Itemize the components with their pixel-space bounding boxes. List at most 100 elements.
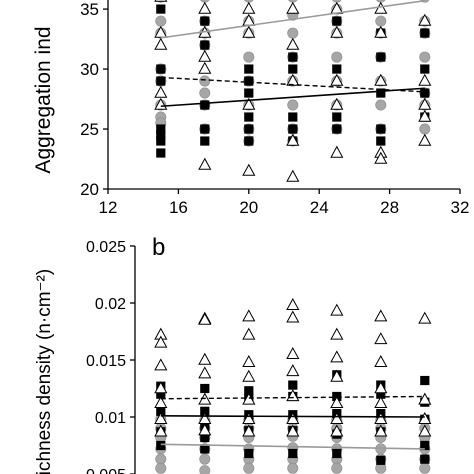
panel-a-y-tick-label: 25	[80, 120, 99, 139]
panel-b-point-circle-gray	[331, 462, 343, 474]
panel-b-label: b	[152, 234, 165, 261]
panel-b-point-triangle-open	[242, 369, 256, 382]
panel-a-point-square-black	[156, 130, 166, 140]
panel-b-point-triangle-open	[154, 424, 168, 437]
panel-a-point-square-black	[332, 124, 342, 134]
panel-a-point-triangle-open	[330, 145, 344, 158]
panel-a-trendline-solid-gray	[160, 0, 425, 39]
panel-b-point-square-black	[200, 383, 210, 394]
panel-a-y-axis-label: Aggregation ind	[32, 26, 55, 173]
panel-a-point-square-black	[244, 76, 254, 86]
panel-a-trendline-solid-black	[160, 87, 425, 108]
panel-a-point-triangle-open	[286, 37, 300, 50]
panel-a-y-tick-label: 30	[80, 60, 99, 79]
panel-b-point-square-black	[288, 448, 298, 459]
panel-b-point-square-black	[376, 455, 386, 465]
panel-b-point-square-black	[200, 432, 210, 443]
panel-b-y-axis-label: ichness density (n·cm⁻²)	[34, 269, 55, 474]
panel-b-y-tick-label: 0.015	[86, 353, 126, 370]
panel-a-point-circle-gray	[287, 27, 299, 39]
panel-b-point-square-black	[376, 389, 386, 399]
panel-a: 20 25 30 35 12 16 20 24 28 32 Aggregation ind	[32, 0, 469, 217]
panel-a-point-square-black	[156, 76, 166, 86]
panel-b-point-circle-gray	[243, 462, 255, 474]
panel-b-point-triangle-open	[286, 297, 300, 310]
panel-a-point-square-black	[332, 16, 342, 26]
panel-a-point-circle-gray	[375, 15, 387, 27]
panel-a-point-triangle-open	[418, 73, 432, 86]
panel-b-marks	[154, 297, 432, 474]
panel-a-point-triangle-open	[330, 73, 344, 86]
panel-b-point-triangle-open	[198, 366, 212, 379]
panel-a-point-triangle-open	[374, 73, 388, 86]
panel-b-trendline-solid-gray	[160, 443, 425, 450]
panel-b-point-triangle-open	[154, 358, 168, 371]
panel-a-point-circle-gray	[419, 123, 431, 135]
panel-b-point-triangle-open	[242, 309, 256, 322]
panel-a-point-triangle-open	[242, 163, 256, 176]
panel-a-point-triangle-open	[418, 13, 432, 26]
panel-a-point-square-black	[156, 4, 166, 14]
panel-a-point-square-black	[376, 52, 386, 62]
panel-a-x-tick-label: 28	[380, 198, 399, 217]
panel-b-point-triangle-open	[374, 395, 388, 409]
panel-b-point-circle-gray	[155, 462, 167, 474]
panel-b-point-triangle-open	[418, 311, 432, 324]
panel-b-point-triangle-open	[286, 364, 300, 377]
panel-a-point-circle-gray	[419, 51, 431, 63]
panel-a-point-square-black	[200, 16, 210, 26]
panel-a-point-circle-gray	[331, 51, 343, 63]
panel-b-point-square-black	[244, 386, 254, 396]
panel-a-point-square-black	[420, 64, 430, 74]
panel-a-point-square-black	[332, 64, 342, 74]
panel-a-point-triangle-open	[198, 49, 212, 62]
panel-a-point-circle-gray	[155, 15, 167, 27]
panel-b-point-triangle-open	[286, 346, 300, 359]
panel-b-point-triangle-open	[374, 332, 388, 345]
panel-b-y-tick-label: 0.02	[95, 296, 126, 313]
panel-a-point-square-black	[288, 112, 298, 122]
panel-b-point-triangle-open	[242, 392, 256, 405]
panel-a-point-square-black	[244, 124, 254, 134]
panel-a-point-triangle-open	[154, 0, 168, 2]
panel-b-point-square-black	[200, 444, 210, 454]
panel-b-point-triangle-open	[418, 392, 432, 405]
panel-b-point-triangle-open	[330, 395, 344, 409]
panel-a-marks	[154, 0, 432, 182]
panel-b-point-triangle-open	[154, 381, 168, 394]
panel-b-point-circle-gray	[199, 465, 211, 474]
panel-b-point-square-black	[200, 406, 210, 416]
panel-a-point-triangle-open	[374, 25, 388, 38]
panel-b-point-triangle-open	[286, 424, 300, 437]
panel-b-y-tick-label: 0.005	[86, 467, 126, 474]
panel-a-x-tick-label: 20	[239, 198, 258, 217]
panel-b-point-square-black	[156, 406, 166, 416]
panel-a-point-square-black	[420, 28, 430, 38]
panel-b-point-circle-gray	[287, 462, 299, 474]
panel-a-point-square-black	[332, 112, 342, 122]
panel-b-point-triangle-open	[374, 381, 388, 394]
panel-a-y-tick-label: 35	[80, 0, 99, 19]
panel-a-point-square-black	[288, 64, 298, 74]
panel-b: 0.005 0.01 0.015 0.02 0.025 b ichness densit…	[34, 234, 432, 474]
panel-a-point-triangle-open	[330, 97, 344, 110]
panel-b-point-triangle-open	[198, 352, 212, 365]
panel-a-point-triangle-open	[418, 97, 432, 110]
panel-b-point-triangle-open	[242, 411, 256, 424]
panel-a-x-tick-label: 16	[169, 198, 188, 217]
panel-b-y-ticks: 0.005 0.01 0.015 0.02 0.025	[86, 239, 135, 474]
panel-b-point-square-black	[420, 440, 430, 451]
panel-b-point-triangle-open	[330, 411, 344, 424]
panel-a-point-square-black	[244, 64, 254, 74]
panel-b-y-tick-label: 0.01	[95, 410, 126, 427]
panel-b-point-square-black	[244, 448, 254, 459]
panel-a-point-circle-gray	[243, 51, 255, 63]
panel-a-point-square-black	[376, 124, 386, 134]
panel-b-point-triangle-open	[286, 310, 300, 323]
panel-b-point-triangle-open	[374, 309, 388, 322]
panel-b-point-triangle-open	[242, 354, 256, 367]
panel-a-point-square-black	[156, 148, 166, 158]
panel-b-point-triangle-open	[154, 411, 168, 424]
panel-b-point-triangle-open	[198, 312, 212, 325]
panel-b-point-triangle-open	[374, 424, 388, 437]
